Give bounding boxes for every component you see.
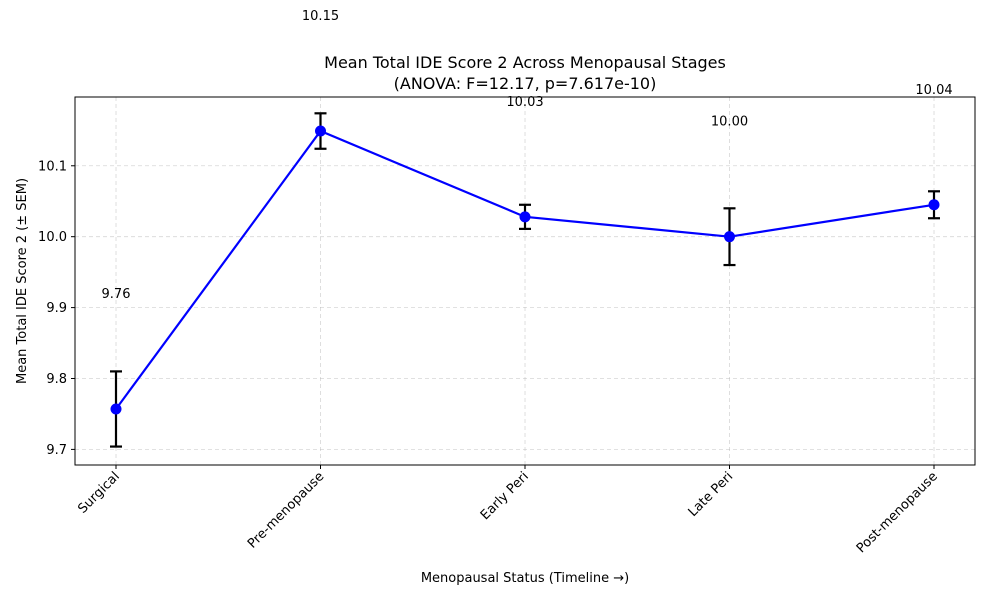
data-point xyxy=(928,199,940,211)
series-line xyxy=(115,129,935,410)
data-label: 9.76 xyxy=(102,287,131,302)
data-label: 10.04 xyxy=(915,83,952,98)
x-tick-label: Surgical xyxy=(75,469,123,517)
y-tick-label: 10.0 xyxy=(38,230,67,245)
marks-layer xyxy=(110,112,940,448)
data-label: 10.03 xyxy=(506,95,543,110)
data-point xyxy=(519,211,531,223)
y-axis-label: Mean Total IDE Score 2 (± SEM) xyxy=(15,178,30,384)
y-tick-label: 9.8 xyxy=(46,372,67,387)
data-label: 10.00 xyxy=(711,115,748,130)
x-tick-label: Late Peri xyxy=(686,469,737,520)
data-point xyxy=(724,231,735,243)
labels-layer: 9.76 10.15 10.03 10.00 10.04 xyxy=(102,9,953,302)
grid-layer xyxy=(75,97,975,465)
data-point xyxy=(110,403,122,415)
x-tick-label: Post-menopause xyxy=(854,469,941,556)
y-tick-label: 9.9 xyxy=(46,301,67,316)
y-tick-label: 9.7 xyxy=(46,443,67,458)
plot-frame xyxy=(74,96,976,466)
chart-title-line2: (ANOVA: F=12.17, p=7.617e-10) xyxy=(394,74,657,93)
x-tick-label: Pre-menopause xyxy=(245,469,327,551)
y-tick-label: 10.1 xyxy=(38,159,67,174)
chart-title-line1: Mean Total IDE Score 2 Across Menopausal… xyxy=(324,53,726,72)
data-label: 10.15 xyxy=(302,9,339,24)
data-point xyxy=(315,125,326,137)
x-axis-label: Menopausal Status (Timeline →) xyxy=(421,571,629,586)
x-tick-label: Early Peri xyxy=(478,469,532,523)
